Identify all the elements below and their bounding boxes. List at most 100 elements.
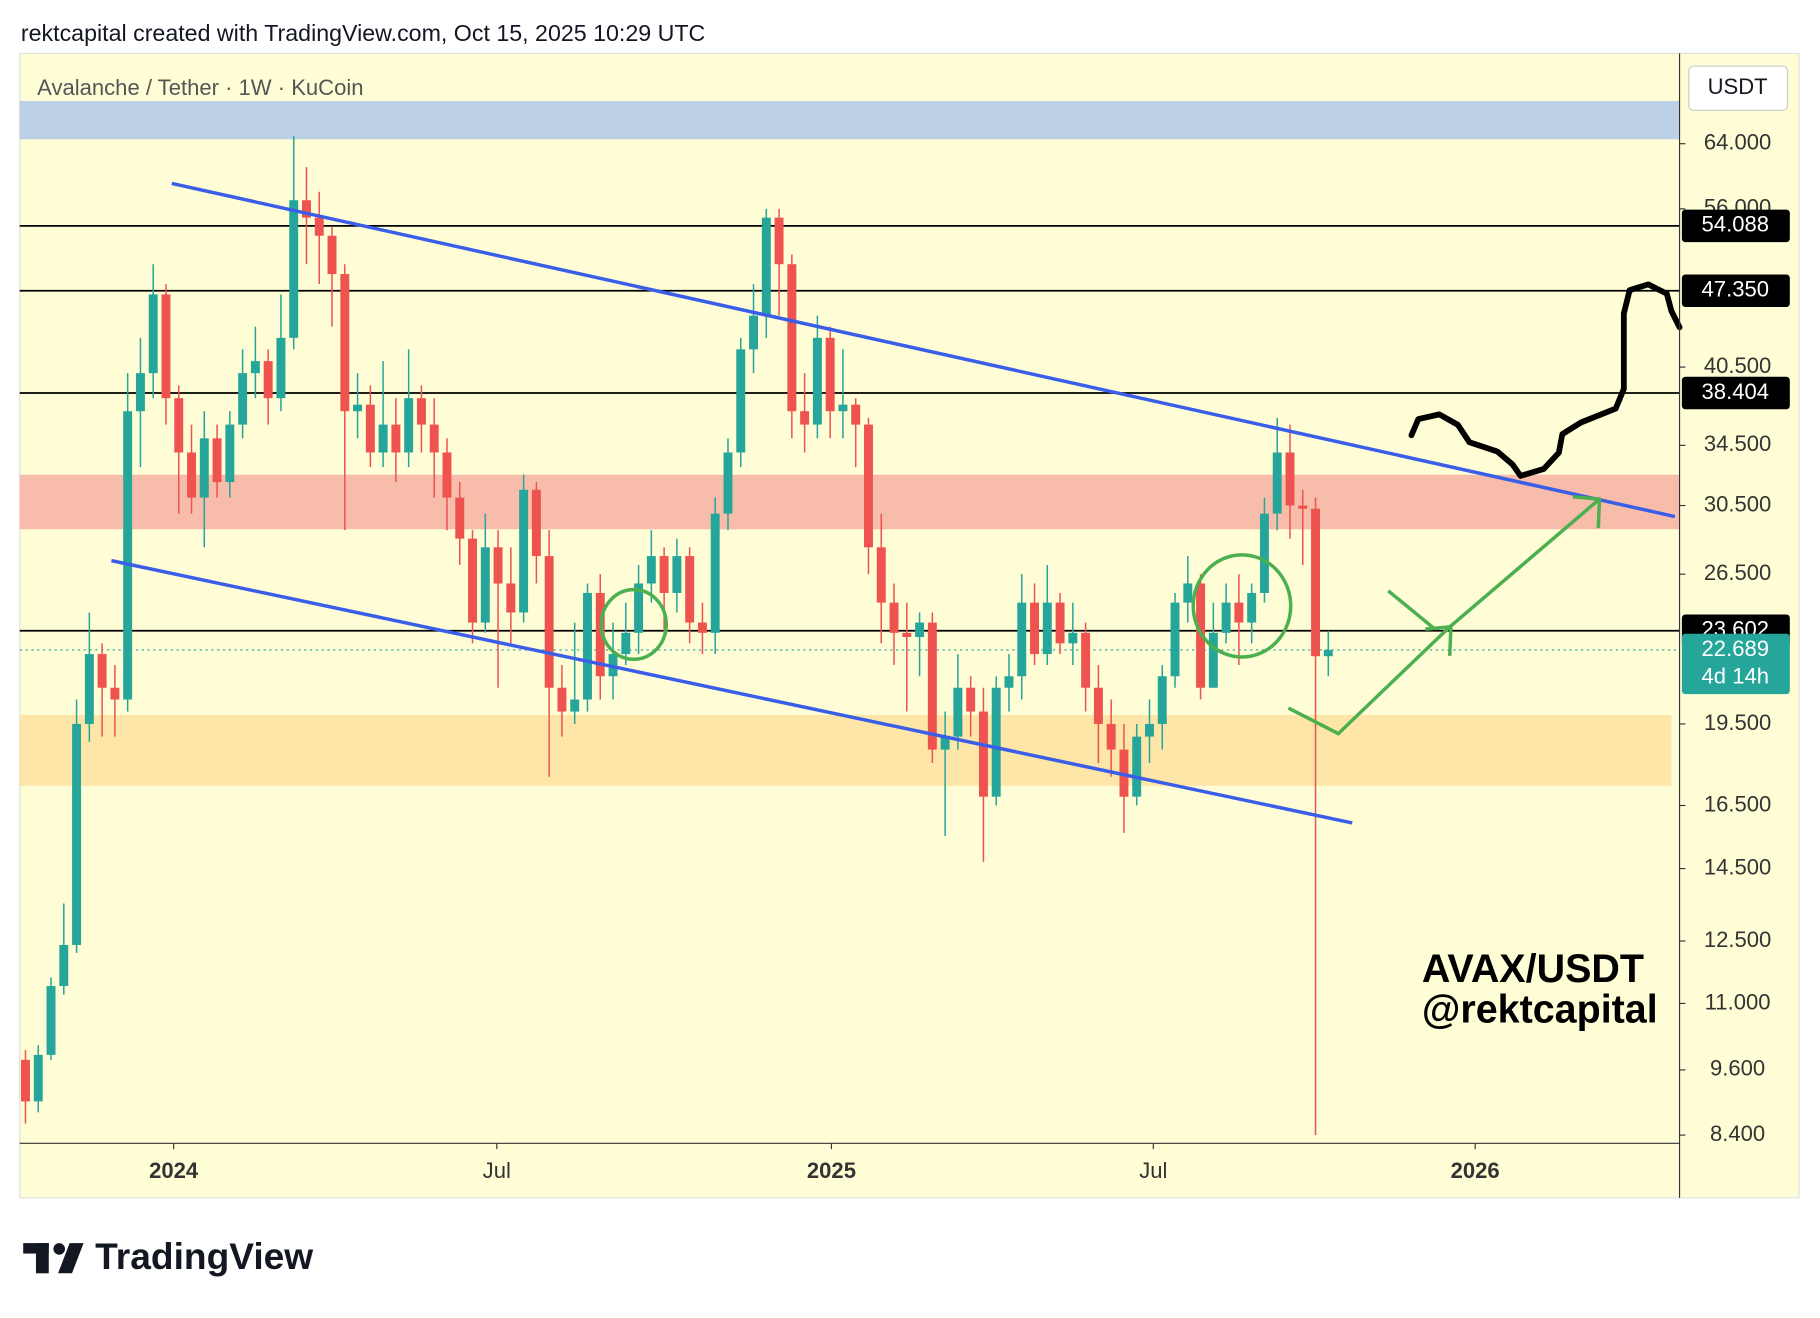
y-tick-label: 9.600 (1710, 1056, 1765, 1081)
candle-body (161, 294, 171, 399)
candle-body (800, 411, 810, 425)
candle-body (1272, 452, 1282, 514)
candle-body (902, 632, 912, 638)
y-tick-label: 19.500 (1704, 710, 1771, 735)
candle-body (289, 200, 299, 338)
candle-body (250, 361, 260, 374)
candle-body (851, 404, 861, 425)
candle-body (595, 592, 605, 677)
candle-body (84, 654, 94, 724)
chart-title: Avalanche / Tether · 1W · KuCoin (37, 75, 363, 100)
candle-body (110, 687, 120, 700)
candle-body (442, 452, 452, 498)
candle-body (493, 547, 503, 584)
candle-body (1183, 583, 1193, 603)
candle-body (212, 438, 222, 483)
y-tick-label: 16.500 (1704, 791, 1771, 816)
y-tick-label: 40.500 (1704, 353, 1771, 378)
candle-body (1042, 602, 1052, 655)
candle-body (519, 489, 529, 613)
candle-body (327, 235, 337, 275)
candle-body (1055, 602, 1065, 644)
currency: USDT (1708, 74, 1768, 99)
trend-line (111, 558, 1353, 825)
candle-body (697, 622, 707, 633)
candle-body (723, 452, 733, 514)
candle-body (557, 687, 567, 712)
candle-body (876, 547, 886, 603)
candle-body (1208, 632, 1218, 688)
candle-body (263, 361, 273, 399)
y-tick-label: 30.500 (1704, 491, 1771, 516)
candle-body (915, 622, 925, 638)
candle-body (966, 687, 976, 712)
annotation: AVAX/USDT (1422, 947, 1644, 991)
candle-body (276, 337, 286, 399)
logo (23, 1243, 84, 1274)
candle-body (621, 632, 631, 655)
candle-body (570, 699, 580, 712)
level-label: 54.088 (1702, 212, 1769, 237)
candle-body (1030, 602, 1039, 655)
candle-body (1068, 632, 1078, 644)
x-tick-label: 2024 (149, 1158, 199, 1183)
candle-body (1017, 602, 1027, 677)
candle-body (378, 424, 388, 453)
candle-body (978, 711, 988, 797)
candle-body (1093, 687, 1103, 724)
y-tick-label: 12.500 (1704, 927, 1771, 952)
candle-body (353, 404, 363, 412)
candle-body (646, 556, 656, 584)
x-tick-label: Jul (1139, 1158, 1167, 1183)
projection-path (1408, 281, 1683, 479)
currency-box (1688, 65, 1789, 111)
chart-background (19, 52, 1800, 1199)
highlight-circle (1191, 553, 1293, 659)
y-tick-label: 11.000 (1705, 989, 1771, 1014)
candle-body (1259, 513, 1269, 593)
candle-body (634, 583, 644, 633)
candle-body (21, 1059, 30, 1102)
candle-body (825, 337, 835, 412)
arrow-head (1425, 624, 1453, 656)
resistance-zone (19, 100, 1680, 140)
candle-body (1132, 736, 1142, 797)
y-tick-label: 14.500 (1704, 854, 1771, 879)
logo-text: TradingView (95, 1235, 313, 1277)
level-tag (1681, 376, 1790, 410)
candle-body (1311, 508, 1321, 657)
candle-body (97, 654, 107, 688)
candle-body (480, 547, 490, 623)
header: rektcapital created with TradingView.com… (21, 20, 705, 46)
candle-body (1234, 602, 1244, 623)
candle-body (225, 424, 235, 483)
candle-body (404, 398, 414, 453)
candle-body (455, 497, 465, 539)
x-tick-label: Jul (483, 1158, 511, 1183)
candle-body (940, 736, 950, 750)
y-tick-label: 26.500 (1704, 560, 1771, 585)
candle-body (340, 274, 350, 412)
candle-body (1157, 676, 1167, 724)
projection-arrow (1387, 589, 1435, 630)
candle-body (749, 315, 758, 350)
candle-body (123, 411, 133, 700)
candle-body (787, 264, 797, 412)
y-tick-label: 64.000 (1704, 130, 1771, 155)
last-price-label: 22.689 (1702, 636, 1769, 661)
candle-body (864, 424, 873, 548)
support-zone (19, 715, 1672, 786)
candle-body (1285, 452, 1295, 506)
candle-body (46, 986, 56, 1055)
candle-body (1221, 602, 1231, 633)
candle-body (59, 944, 69, 987)
candle-body (838, 404, 848, 412)
candle-body (927, 622, 937, 750)
y-tick-label: 8.400 (1710, 1121, 1765, 1146)
highlight-circle (599, 587, 668, 662)
level-tag (1681, 209, 1790, 243)
candle-body (812, 337, 822, 425)
candle-body (148, 294, 158, 374)
